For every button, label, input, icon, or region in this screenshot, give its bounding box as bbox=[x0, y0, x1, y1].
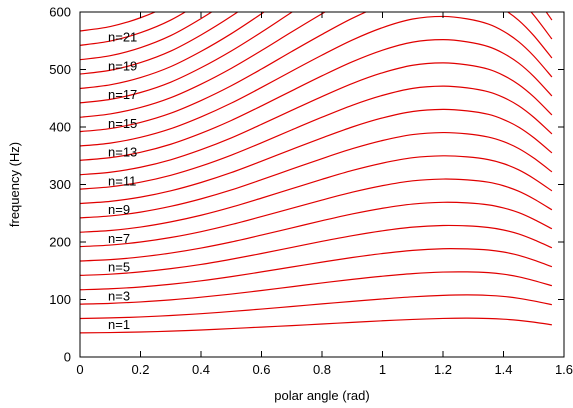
curve-label-n-5: n=5 bbox=[108, 260, 130, 275]
curve-labels-group: n=1 n=3 n=5 n=7 n=9 n=11 n=13 n=15 n=17 n=19 n=21 bbox=[108, 30, 137, 333]
curve-n-6 bbox=[80, 201, 553, 262]
curve-n-2 bbox=[80, 294, 553, 320]
curve-n-3 bbox=[80, 271, 553, 305]
curve-n-20 bbox=[80, 12, 213, 61]
y-tick-label: 400 bbox=[49, 120, 71, 135]
curve-n-13 bbox=[80, 39, 553, 161]
curve-n-18 bbox=[80, 12, 266, 90]
x-tick-label: 1.6 bbox=[555, 362, 573, 377]
x-tick-label: 1.2 bbox=[434, 362, 452, 377]
curve-n-19 bbox=[80, 12, 239, 75]
x-tick-label: 1 bbox=[379, 362, 386, 377]
x-tick-label: 0 bbox=[76, 362, 83, 377]
curve-label-n-7: n=7 bbox=[108, 231, 130, 246]
curve-label-n-11: n=11 bbox=[108, 173, 136, 188]
curve-label-n-17: n=17 bbox=[108, 87, 137, 102]
x-tick-label: 0.8 bbox=[313, 362, 331, 377]
curve-label-n-15: n=15 bbox=[108, 116, 137, 131]
y-tick-label: 300 bbox=[49, 177, 71, 192]
curve-n-9 bbox=[80, 131, 553, 219]
curve-n-4 bbox=[80, 248, 553, 291]
curve-label-n-13: n=13 bbox=[108, 145, 137, 160]
curve-n-12 bbox=[80, 62, 553, 176]
curve-n-7 bbox=[80, 178, 553, 248]
curve-n-14 bbox=[80, 15, 553, 147]
curve-n-8 bbox=[80, 155, 553, 233]
curves-group bbox=[80, 12, 553, 334]
plot-frame bbox=[79, 11, 565, 358]
curve-n-21 bbox=[80, 12, 187, 46]
curve-n-1 bbox=[80, 317, 552, 334]
y-tick-label: 500 bbox=[49, 62, 71, 77]
curve-label-n-21: n=21 bbox=[108, 30, 137, 45]
curve-label-n-1: n=1 bbox=[108, 317, 130, 332]
curve-n-10 bbox=[80, 108, 553, 205]
x-tick-label: 0.6 bbox=[252, 362, 270, 377]
ticks-group: 0 0.2 0.4 0.6 0.8 1 1.2 1.4 1.6 0 100 200 300 400 500 6… bbox=[49, 5, 573, 378]
curve-n-15 bbox=[80, 12, 553, 133]
curve-n-22 bbox=[80, 12, 157, 32]
x-tick-label: 0.2 bbox=[131, 362, 149, 377]
y-tick-label: 100 bbox=[49, 292, 71, 307]
curve-n-11 bbox=[80, 85, 553, 190]
curve-label-n-19: n=19 bbox=[108, 58, 137, 73]
curve-label-n-3: n=3 bbox=[108, 288, 130, 303]
curve-n-17 bbox=[80, 12, 553, 104]
curve-n-16 bbox=[80, 12, 553, 118]
curve-label-n-9: n=9 bbox=[108, 202, 130, 217]
y-tick-label: 0 bbox=[64, 350, 71, 365]
x-axis-title: polar angle (rad) bbox=[274, 388, 369, 403]
x-tick-label: 1.4 bbox=[494, 362, 512, 377]
y-tick-label: 200 bbox=[49, 235, 71, 250]
y-axis-title: frequency (Hz) bbox=[7, 142, 22, 227]
y-tick-label: 600 bbox=[49, 5, 71, 20]
curve-n-5 bbox=[80, 224, 553, 276]
x-tick-label: 0.4 bbox=[192, 362, 210, 377]
